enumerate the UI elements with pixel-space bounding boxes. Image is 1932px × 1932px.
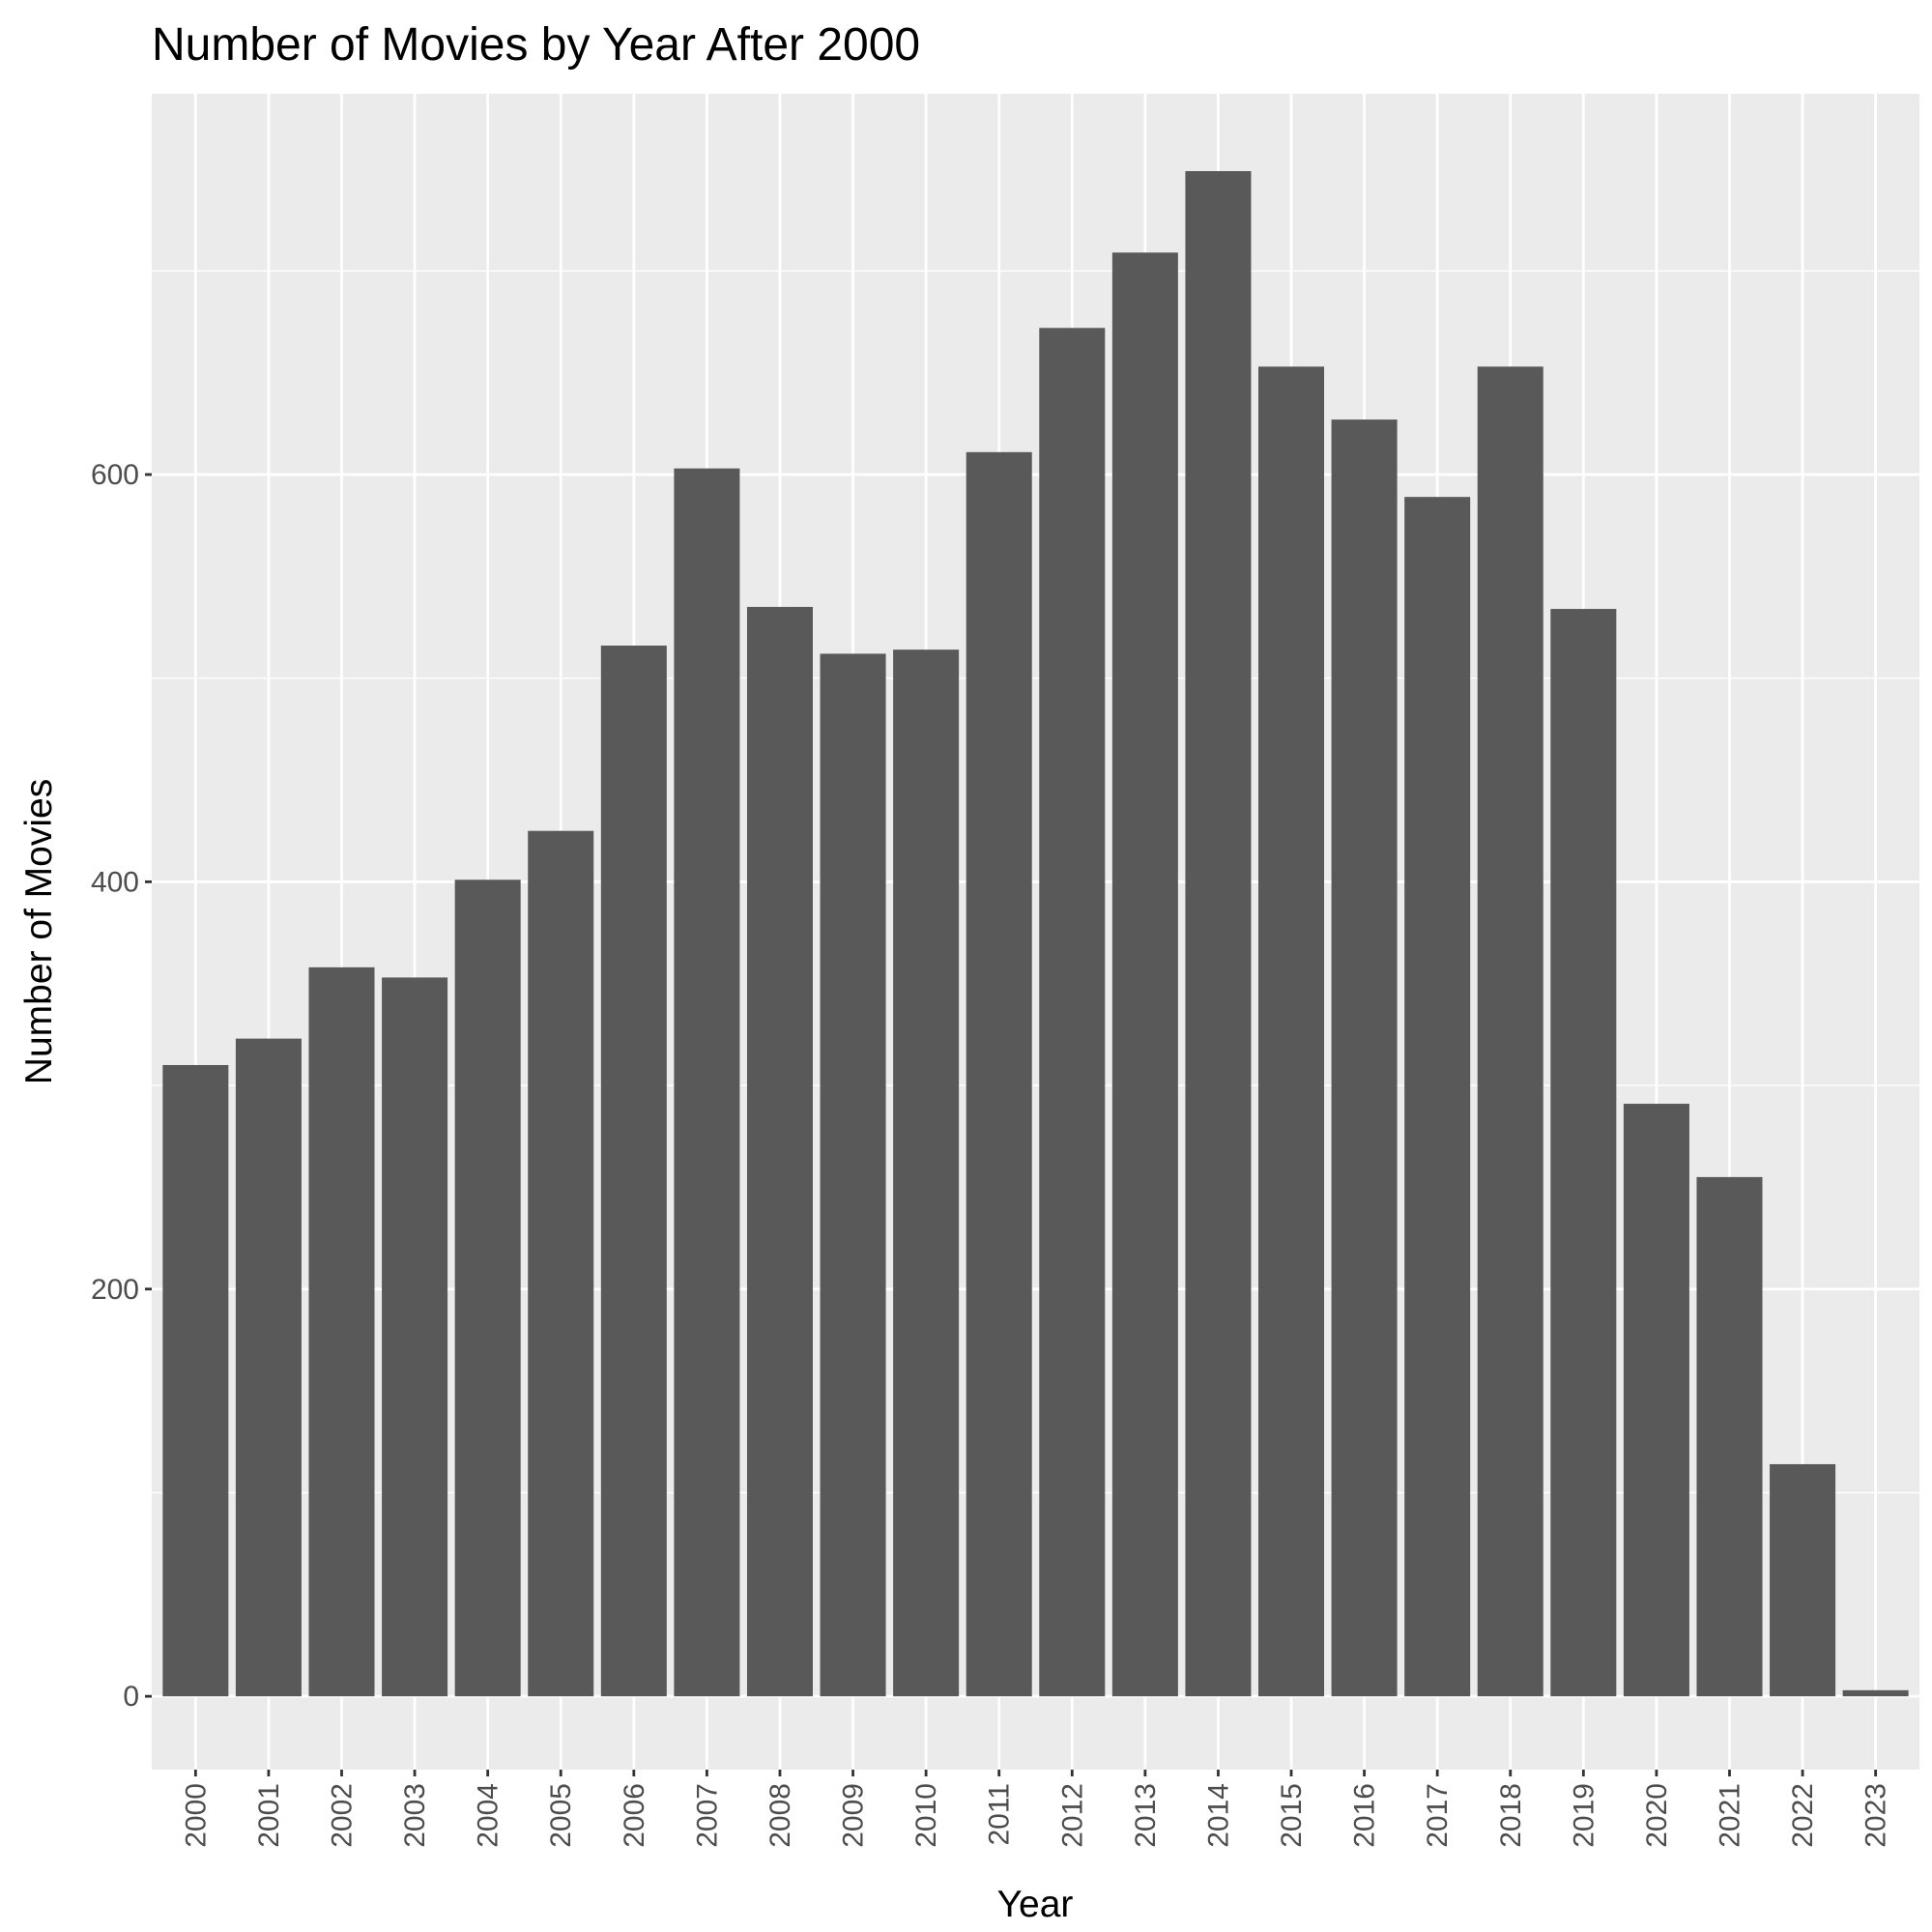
x-tick-label: 2016 — [1349, 1783, 1381, 1848]
bar-2015 — [1258, 366, 1325, 1697]
x-tick-label: 2014 — [1202, 1783, 1234, 1848]
x-axis: 2000 2001 2002 2003 2004 2005 2006 2007 2008 2009… — [180, 1770, 1892, 1848]
bar-2009 — [820, 653, 886, 1697]
bar-2008 — [746, 606, 813, 1697]
bar-2003 — [382, 977, 448, 1697]
bar-2000 — [162, 1065, 229, 1697]
bar-2002 — [308, 966, 375, 1697]
x-tick-label: 2017 — [1422, 1783, 1454, 1848]
y-tick-label: 200 — [91, 1274, 139, 1306]
x-tick-label: 2004 — [473, 1783, 505, 1848]
bar-2023 — [1842, 1689, 1909, 1697]
y-axis-title: Number of Movies — [18, 779, 60, 1084]
bar-2021 — [1696, 1176, 1763, 1697]
x-tick-label: 2010 — [910, 1783, 942, 1848]
bar-2004 — [454, 879, 521, 1697]
x-tick-label: 2013 — [1130, 1783, 1162, 1848]
bar-2013 — [1111, 252, 1178, 1697]
y-tick-label: 600 — [91, 459, 139, 491]
bar-2016 — [1331, 419, 1398, 1697]
x-tick-label: 2008 — [764, 1783, 796, 1848]
x-tick-label: 2012 — [1056, 1783, 1088, 1848]
chart-title: Number of Movies by Year After 2000 — [152, 19, 920, 71]
bar-2020 — [1623, 1104, 1689, 1697]
bar-2007 — [674, 468, 740, 1697]
x-tick-label: 2003 — [399, 1783, 431, 1848]
bar-2018 — [1477, 366, 1543, 1697]
x-tick-label: 2005 — [545, 1783, 577, 1848]
bar-2006 — [600, 645, 667, 1697]
x-tick-label: 2015 — [1276, 1783, 1308, 1848]
bar-2019 — [1550, 609, 1617, 1697]
bar-2001 — [235, 1038, 302, 1697]
x-tick-label: 2023 — [1860, 1783, 1892, 1848]
x-axis-title: Year — [997, 1884, 1074, 1925]
y-tick-label: 400 — [91, 866, 139, 898]
x-tick-label: 2018 — [1495, 1783, 1527, 1848]
bar-2005 — [528, 830, 594, 1697]
bar-2014 — [1185, 171, 1252, 1697]
x-tick-label: 2009 — [838, 1783, 870, 1848]
x-tick-label: 2019 — [1568, 1783, 1600, 1848]
bars — [162, 171, 1909, 1697]
bar-2011 — [966, 451, 1032, 1697]
x-tick-label: 2007 — [691, 1783, 723, 1848]
x-tick-label: 2001 — [253, 1783, 285, 1848]
x-tick-label: 2022 — [1787, 1783, 1819, 1848]
x-tick-label: 2002 — [327, 1783, 359, 1848]
bar-2017 — [1404, 497, 1471, 1697]
bar-2010 — [893, 649, 960, 1697]
y-axis: 0 200 400 600 — [91, 459, 152, 1713]
x-tick-label: 2020 — [1641, 1783, 1673, 1848]
x-tick-label: 2000 — [180, 1783, 212, 1848]
y-tick-label: 0 — [123, 1681, 139, 1713]
bar-2012 — [1039, 328, 1106, 1697]
x-tick-label: 2011 — [984, 1783, 1016, 1846]
x-tick-label: 2021 — [1714, 1783, 1745, 1848]
x-tick-label: 2006 — [619, 1783, 650, 1848]
bar-2022 — [1770, 1463, 1836, 1697]
